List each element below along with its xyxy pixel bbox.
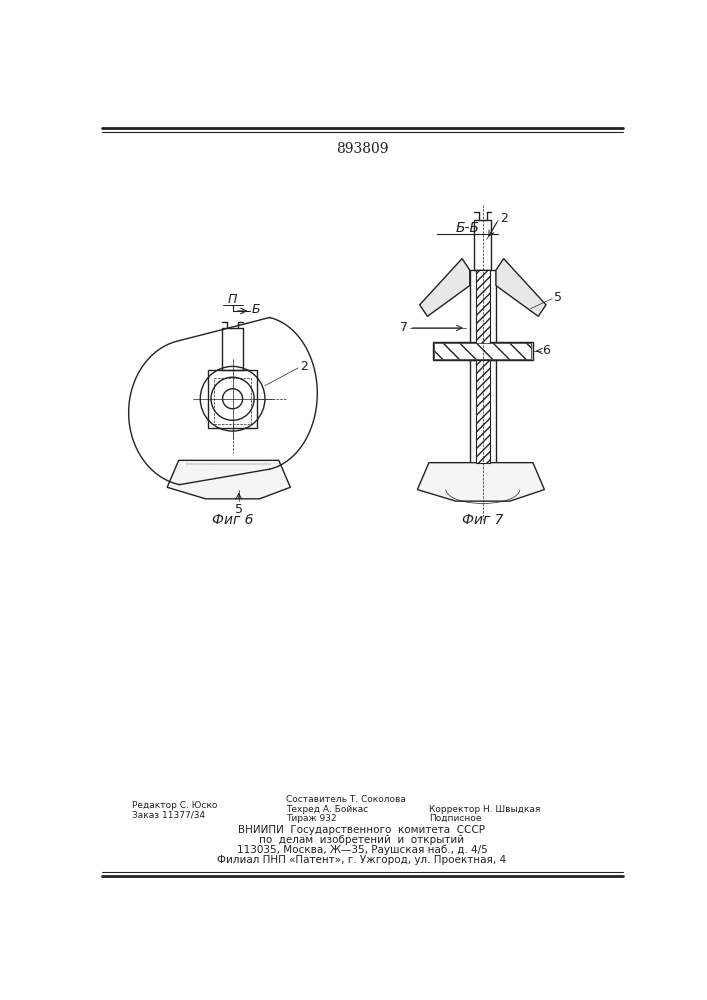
Text: по  делам  изобретений  и  открытий: по делам изобретений и открытий	[259, 835, 464, 845]
Bar	[434, 343, 532, 359]
Polygon shape	[167, 460, 291, 499]
Text: 5: 5	[235, 503, 243, 516]
Text: 2: 2	[300, 360, 308, 373]
Text: П: П	[228, 293, 238, 306]
Bar	[476, 360, 490, 463]
Text: Подписное: Подписное	[429, 814, 481, 823]
Text: Б: Б	[252, 303, 260, 316]
Bar	[476, 270, 490, 351]
Text: Б-Б: Б-Б	[455, 221, 479, 235]
Polygon shape	[496, 259, 546, 316]
Text: ВНИИПИ  Государственного  комитета  СССР: ВНИИПИ Государственного комитета СССР	[238, 825, 486, 835]
Text: 113035, Москва, Ж—35, Раушская наб., д. 4/5: 113035, Москва, Ж—35, Раушская наб., д. …	[237, 845, 487, 855]
Text: 7: 7	[400, 321, 408, 334]
Text: 5: 5	[554, 291, 561, 304]
Text: Техред А. Бойкас: Техред А. Бойкас	[286, 805, 369, 814]
Text: Филиал ПНП «Патент», г. Ужгород, ул. Проектная, 4: Филиал ПНП «Патент», г. Ужгород, ул. Про…	[217, 855, 506, 865]
Text: Корректор Н. Швыдкая: Корректор Н. Швыдкая	[429, 805, 540, 814]
Text: Фиг 6: Фиг 6	[212, 513, 253, 527]
Polygon shape	[420, 259, 469, 316]
Text: Составитель Т. Соколова: Составитель Т. Соколова	[286, 795, 407, 804]
Text: Заказ 11377/34: Заказ 11377/34	[132, 811, 206, 820]
Text: Тираж 932: Тираж 932	[286, 814, 337, 823]
Text: 2: 2	[500, 212, 508, 225]
Polygon shape	[433, 342, 533, 360]
Text: Редактор С. Юско: Редактор С. Юско	[132, 801, 218, 810]
Text: Фиг 7: Фиг 7	[462, 513, 503, 527]
Text: 6: 6	[542, 344, 550, 358]
Polygon shape	[417, 463, 544, 501]
Text: 893809: 893809	[336, 142, 388, 156]
